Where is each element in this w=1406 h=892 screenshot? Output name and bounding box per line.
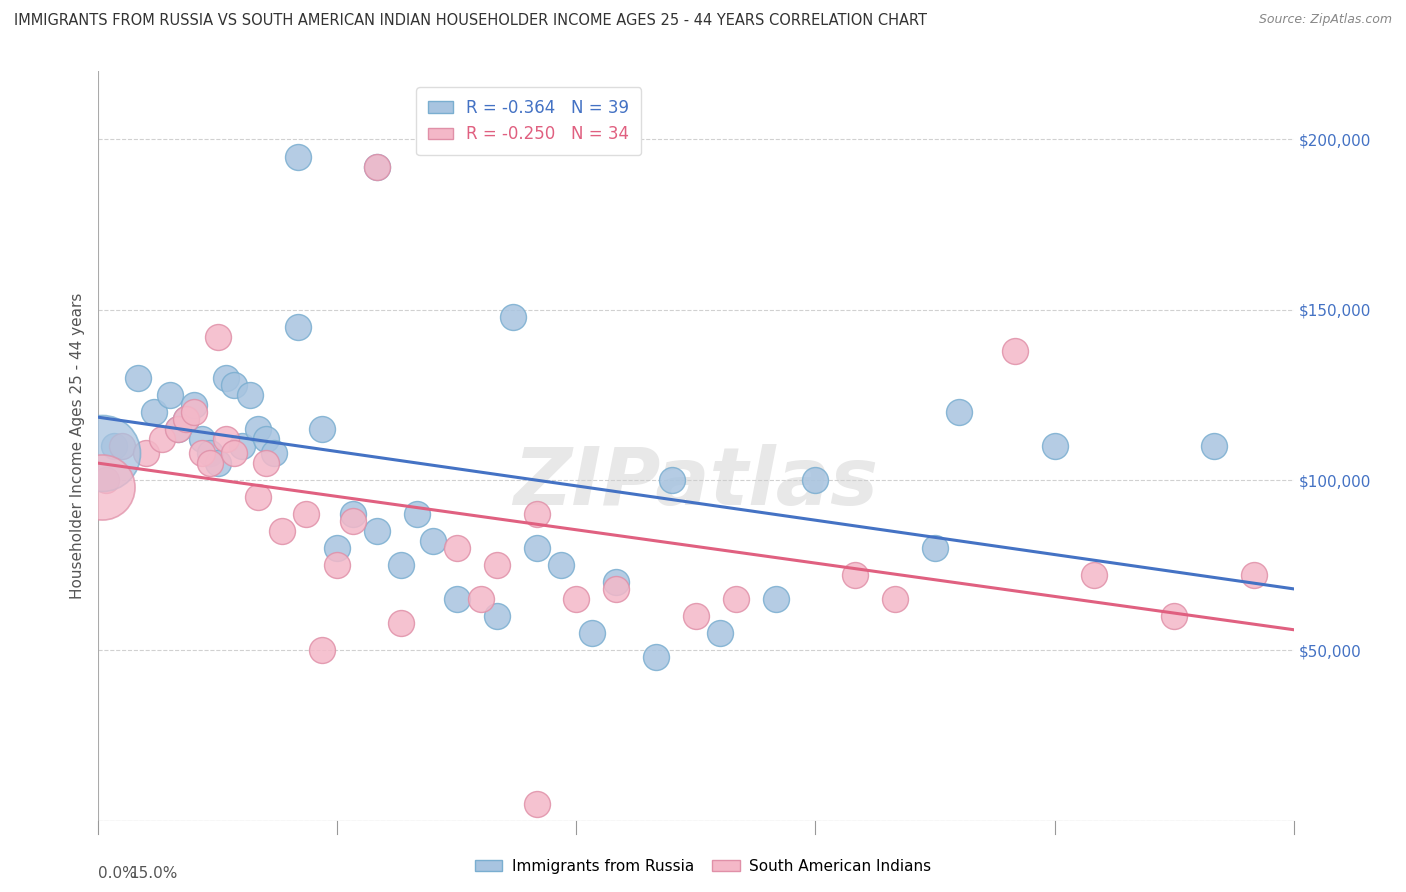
Point: [366, 160, 388, 174]
Point: [207, 330, 229, 344]
Point: [485, 609, 508, 624]
Point: [924, 541, 946, 556]
Point: [111, 439, 134, 453]
Point: [103, 439, 125, 453]
Point: [222, 377, 245, 392]
Text: 15.0%: 15.0%: [129, 865, 179, 880]
Point: [91, 480, 114, 494]
Point: [1202, 439, 1225, 453]
Point: [605, 575, 627, 590]
Text: Source: ZipAtlas.com: Source: ZipAtlas.com: [1258, 13, 1392, 27]
Point: [311, 422, 333, 436]
Point: [311, 643, 333, 657]
Point: [215, 432, 238, 446]
Point: [287, 149, 309, 163]
Point: [222, 446, 245, 460]
Point: [804, 473, 827, 487]
Point: [159, 388, 181, 402]
Y-axis label: Householder Income Ages 25 - 44 years: Householder Income Ages 25 - 44 years: [69, 293, 84, 599]
Legend: Immigrants from Russia, South American Indians: Immigrants from Russia, South American I…: [468, 853, 938, 880]
Point: [844, 568, 866, 582]
Point: [174, 411, 197, 425]
Text: 0.0%: 0.0%: [98, 865, 138, 880]
Point: [550, 558, 572, 573]
Point: [135, 446, 157, 460]
Point: [254, 432, 277, 446]
Point: [526, 541, 548, 556]
Point: [1163, 609, 1185, 624]
Point: [446, 541, 468, 556]
Point: [709, 626, 731, 640]
Point: [605, 582, 627, 596]
Point: [326, 558, 349, 573]
Point: [215, 371, 238, 385]
Point: [183, 405, 205, 419]
Point: [191, 432, 214, 446]
Point: [263, 446, 285, 460]
Point: [96, 473, 118, 487]
Point: [724, 592, 747, 607]
Point: [422, 534, 444, 549]
Point: [294, 507, 316, 521]
Point: [581, 626, 603, 640]
Point: [389, 558, 412, 573]
Point: [366, 524, 388, 538]
Point: [270, 524, 292, 538]
Point: [685, 609, 707, 624]
Point: [526, 797, 548, 811]
Point: [485, 558, 508, 573]
Point: [246, 422, 269, 436]
Legend: R = -0.364   N = 39, R = -0.250   N = 34: R = -0.364 N = 39, R = -0.250 N = 34: [416, 87, 641, 155]
Text: ZIPatlas: ZIPatlas: [513, 444, 879, 523]
Point: [1004, 343, 1026, 358]
Point: [239, 388, 262, 402]
Point: [198, 456, 221, 470]
Point: [366, 160, 388, 174]
Point: [254, 456, 277, 470]
Point: [1243, 568, 1265, 582]
Point: [143, 405, 166, 419]
Point: [565, 592, 588, 607]
Point: [389, 616, 412, 631]
Point: [342, 514, 364, 528]
Point: [183, 398, 205, 412]
Point: [231, 439, 253, 453]
Point: [342, 507, 364, 521]
Point: [526, 507, 548, 521]
Point: [1043, 439, 1066, 453]
Point: [207, 456, 229, 470]
Point: [198, 446, 221, 460]
Point: [502, 310, 524, 324]
Point: [661, 473, 683, 487]
Text: IMMIGRANTS FROM RUSSIA VS SOUTH AMERICAN INDIAN HOUSEHOLDER INCOME AGES 25 - 44 : IMMIGRANTS FROM RUSSIA VS SOUTH AMERICAN…: [14, 13, 927, 29]
Point: [174, 411, 197, 425]
Point: [645, 650, 668, 665]
Point: [948, 405, 970, 419]
Point: [765, 592, 787, 607]
Point: [1083, 568, 1105, 582]
Point: [246, 490, 269, 504]
Point: [446, 592, 468, 607]
Point: [406, 507, 429, 521]
Point: [326, 541, 349, 556]
Point: [167, 422, 190, 436]
Point: [287, 319, 309, 334]
Point: [884, 592, 907, 607]
Point: [127, 371, 149, 385]
Point: [191, 446, 214, 460]
Point: [167, 422, 190, 436]
Point: [470, 592, 492, 607]
Point: [150, 432, 173, 446]
Point: [91, 446, 114, 460]
